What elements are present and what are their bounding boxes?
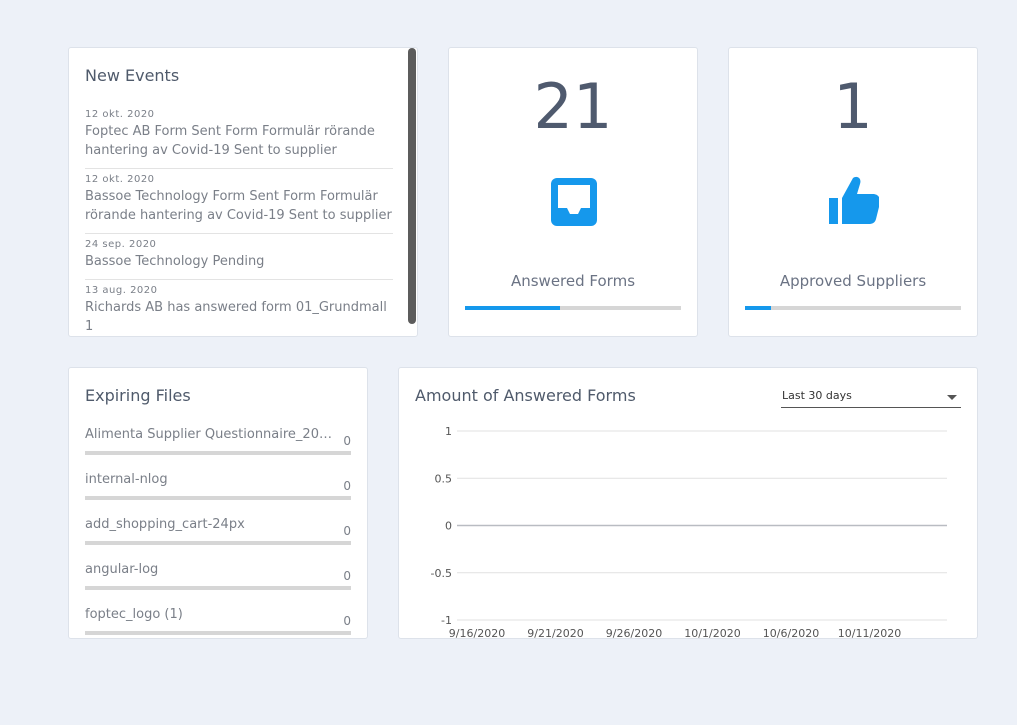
- file-name: add_shopping_cart-24px: [85, 517, 245, 532]
- file-count: 0: [343, 614, 351, 628]
- x-tick-label: 10/6/2020: [763, 627, 819, 639]
- approved-suppliers-label: Approved Suppliers: [779, 272, 927, 290]
- answered-forms-card[interactable]: 21 Answered Forms: [448, 47, 698, 337]
- y-tick-label: 1: [445, 425, 452, 438]
- x-tick-label: 9/16/2020: [449, 627, 505, 639]
- file-count: 0: [343, 434, 351, 448]
- thumbs-up-icon: [829, 176, 879, 224]
- events-scrollbar[interactable]: [408, 48, 416, 324]
- list-item[interactable]: angular-log 0: [85, 560, 351, 605]
- x-tick-label: 10/1/2020: [684, 627, 740, 639]
- file-count: 0: [343, 524, 351, 538]
- y-tick-label: 0.5: [435, 472, 453, 485]
- date-range-select[interactable]: Last 30 days: [781, 388, 961, 408]
- file-progress: [85, 586, 351, 590]
- expiring-files-card: Expiring Files Alimenta Supplier Questio…: [68, 367, 368, 639]
- answered-forms-count: 21: [533, 70, 613, 143]
- y-tick-label: -1: [441, 614, 452, 627]
- approved-suppliers-progress: [745, 306, 961, 310]
- approved-suppliers-progress-fill: [745, 306, 771, 310]
- event-text: Richards AB has answered form 01_Grundma…: [85, 300, 387, 334]
- expiring-files-title: Expiring Files: [85, 386, 191, 405]
- file-name: internal-nlog: [85, 472, 168, 487]
- chart-title: Amount of Answered Forms: [415, 386, 636, 405]
- event-text: Bassoe Technology Form Sent Form Formulä…: [85, 189, 392, 223]
- event-date: 24 sep. 2020: [85, 239, 157, 250]
- chevron-down-icon: [947, 395, 957, 400]
- inbox-icon: [551, 178, 597, 226]
- event-text: Foptec AB Form Sent Form Formulär rörand…: [85, 124, 375, 158]
- list-item[interactable]: 12 okt. 2020 Bassoe Technology Form Sent…: [85, 169, 393, 234]
- file-name: angular-log: [85, 562, 159, 577]
- files-list: Alimenta Supplier Questionnaire_2020_SWE…: [85, 425, 351, 638]
- event-date: 12 okt. 2020: [85, 109, 155, 120]
- file-count: 0: [343, 479, 351, 493]
- event-text: Bassoe Technology Pending: [85, 254, 265, 269]
- x-tick-label: 9/26/2020: [606, 627, 662, 639]
- answered-forms-chart: 1 0.5 0 -0.5 -19/16/2020 9/21/2020 9/26/2020 10…: [431, 425, 947, 639]
- y-tick-label: -0.5: [431, 567, 452, 580]
- answered-forms-progress-fill: [465, 306, 561, 310]
- file-progress: [85, 541, 351, 545]
- new-events-card: New Events 12 okt. 2020 Foptec AB Form S…: [68, 47, 418, 337]
- file-progress: [85, 631, 351, 635]
- y-tick-label: 0: [445, 520, 452, 533]
- event-date: 12 okt. 2020: [85, 174, 155, 185]
- file-progress: [85, 451, 351, 455]
- approved-suppliers-count: 1: [833, 70, 873, 143]
- date-range-value: Last 30 days: [782, 389, 852, 402]
- answered-forms-label: Answered Forms: [510, 272, 636, 290]
- list-item[interactable]: 12 okt. 2020 Foptec AB Form Sent Form Fo…: [85, 104, 393, 169]
- list-item[interactable]: Alimenta Supplier Questionnaire_2020_SWE…: [85, 425, 351, 470]
- list-item[interactable]: 13 aug. 2020 Richards AB has answered fo…: [85, 280, 393, 336]
- file-count: 0: [343, 569, 351, 583]
- list-item[interactable]: 24 sep. 2020 Bassoe Technology Pending: [85, 234, 393, 280]
- file-progress: [85, 496, 351, 500]
- new-events-title: New Events: [85, 66, 180, 85]
- events-list: 12 okt. 2020 Foptec AB Form Sent Form Fo…: [85, 104, 393, 336]
- list-item[interactable]: internal-nlog 0: [85, 470, 351, 515]
- answered-forms-progress: [465, 306, 681, 310]
- list-item[interactable]: foptec_logo (1) 0: [85, 605, 351, 638]
- file-name: foptec_logo (1): [85, 607, 183, 622]
- list-item[interactable]: add_shopping_cart-24px 0: [85, 515, 351, 560]
- x-tick-label: 9/21/2020: [527, 627, 583, 639]
- approved-suppliers-card[interactable]: 1 Approved Suppliers: [728, 47, 978, 337]
- x-tick-label: 10/11/2020: [838, 627, 901, 639]
- file-name: Alimenta Supplier Questionnaire_2020_SWE: [85, 427, 335, 442]
- event-date: 13 aug. 2020: [85, 285, 158, 296]
